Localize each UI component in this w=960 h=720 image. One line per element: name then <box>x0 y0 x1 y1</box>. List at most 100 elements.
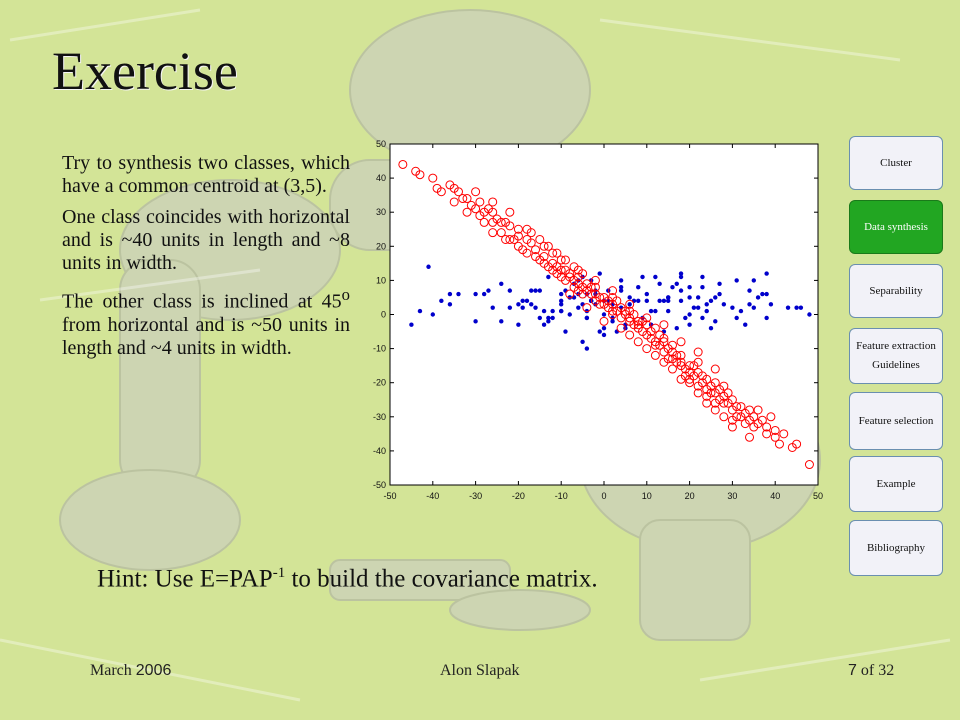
blue-point <box>559 302 564 307</box>
red-point <box>526 228 536 238</box>
red-point <box>496 217 506 227</box>
footer-author: Alon Slapak <box>440 662 520 679</box>
red-point <box>462 207 472 217</box>
blue-point <box>516 322 521 327</box>
blue-point <box>674 281 679 287</box>
blue-point <box>529 288 534 293</box>
blue-point <box>486 288 491 293</box>
red-point <box>488 197 498 207</box>
blue-point <box>764 315 769 321</box>
red-point <box>548 265 558 275</box>
red-point <box>745 405 755 415</box>
red-point <box>766 412 776 422</box>
blue-point <box>683 315 688 321</box>
blue-point <box>567 312 572 317</box>
blue-point <box>678 274 684 280</box>
blue-point <box>636 298 641 304</box>
blue-point <box>559 298 564 304</box>
red-point <box>496 228 506 238</box>
red-point <box>723 388 733 398</box>
red-point <box>475 197 485 207</box>
red-point <box>642 313 652 323</box>
blue-point <box>747 302 752 307</box>
blue-point <box>721 302 727 307</box>
red-point <box>569 262 579 272</box>
red-point <box>693 347 703 357</box>
paragraph-3-end: from horizontal and is ~50 units in leng… <box>62 313 350 359</box>
red-point <box>432 183 442 193</box>
red-point <box>642 320 652 330</box>
paragraph-1: Try to synthesis two classes, which have… <box>62 152 350 197</box>
red-point <box>608 306 618 316</box>
nav-separability-button[interactable]: Separability <box>849 264 943 318</box>
blue-point <box>678 298 684 304</box>
red-point <box>501 217 511 227</box>
red-point <box>650 323 660 333</box>
blue-point <box>678 271 684 276</box>
blue-point <box>734 315 739 321</box>
degree-superscript: o <box>341 285 350 304</box>
red-point <box>539 258 549 268</box>
blue-point <box>580 339 585 344</box>
blue-point <box>700 274 705 280</box>
red-point <box>676 374 686 384</box>
red-point <box>685 361 695 371</box>
blue-point <box>687 295 692 300</box>
blue-point <box>490 305 495 310</box>
blue-point <box>439 298 444 304</box>
red-point <box>693 381 703 391</box>
y-tick-label: -40 <box>373 446 386 456</box>
red-point <box>505 207 515 217</box>
blue-point <box>584 346 590 351</box>
blue-point <box>785 305 791 310</box>
y-tick-label: -20 <box>373 378 386 388</box>
x-tick-label: 10 <box>642 491 652 501</box>
x-tick-label: -10 <box>555 491 568 501</box>
blue-point <box>666 308 671 314</box>
red-point <box>749 412 759 422</box>
hint-text: Hint: Use E=PAP-1 to build the covarianc… <box>97 565 598 593</box>
red-point <box>471 204 481 214</box>
red-point <box>719 412 729 422</box>
blue-point <box>520 305 525 310</box>
blue-point <box>456 291 461 297</box>
red-point <box>719 381 729 391</box>
red-point <box>676 337 686 347</box>
hint-start: Hint: Use E=PAP <box>97 565 273 593</box>
red-point <box>702 374 712 384</box>
nav-feature-selection-button[interactable]: Feature selection <box>849 392 943 450</box>
nav-data-synthesis-button[interactable]: Data synthesis <box>849 200 943 254</box>
red-point <box>578 289 588 299</box>
blue-point <box>760 291 765 297</box>
blue-point <box>417 308 423 314</box>
blue-point <box>507 288 513 293</box>
red-point <box>633 323 643 333</box>
footer-year: 2006 <box>135 662 172 679</box>
blue-point <box>734 278 739 283</box>
blue-point <box>529 302 534 307</box>
red-point <box>539 252 549 262</box>
nav-cluster-button[interactable]: Cluster <box>849 136 943 190</box>
red-point <box>774 439 784 449</box>
nav-example-button[interactable]: Example <box>849 456 943 512</box>
red-point <box>449 197 459 207</box>
blue-point <box>563 329 568 334</box>
blue-point <box>618 285 624 290</box>
blue-point <box>657 281 662 287</box>
blue-point <box>666 298 671 304</box>
nav-feature-extraction-button[interactable]: Feature extraction Guidelines <box>849 328 943 384</box>
red-point <box>590 289 600 299</box>
blue-point <box>691 305 697 310</box>
blue-point <box>546 274 551 280</box>
blue-point <box>807 312 812 317</box>
nav-bibliography-button[interactable]: Bibliography <box>849 520 943 576</box>
red-point <box>595 299 605 309</box>
blue-point <box>430 312 435 317</box>
blue-point <box>516 302 521 307</box>
blue-point <box>713 295 718 300</box>
blue-point <box>687 285 692 290</box>
blue-point <box>546 315 551 321</box>
red-point <box>727 422 737 432</box>
red-point <box>710 398 720 408</box>
red-point <box>757 415 767 425</box>
